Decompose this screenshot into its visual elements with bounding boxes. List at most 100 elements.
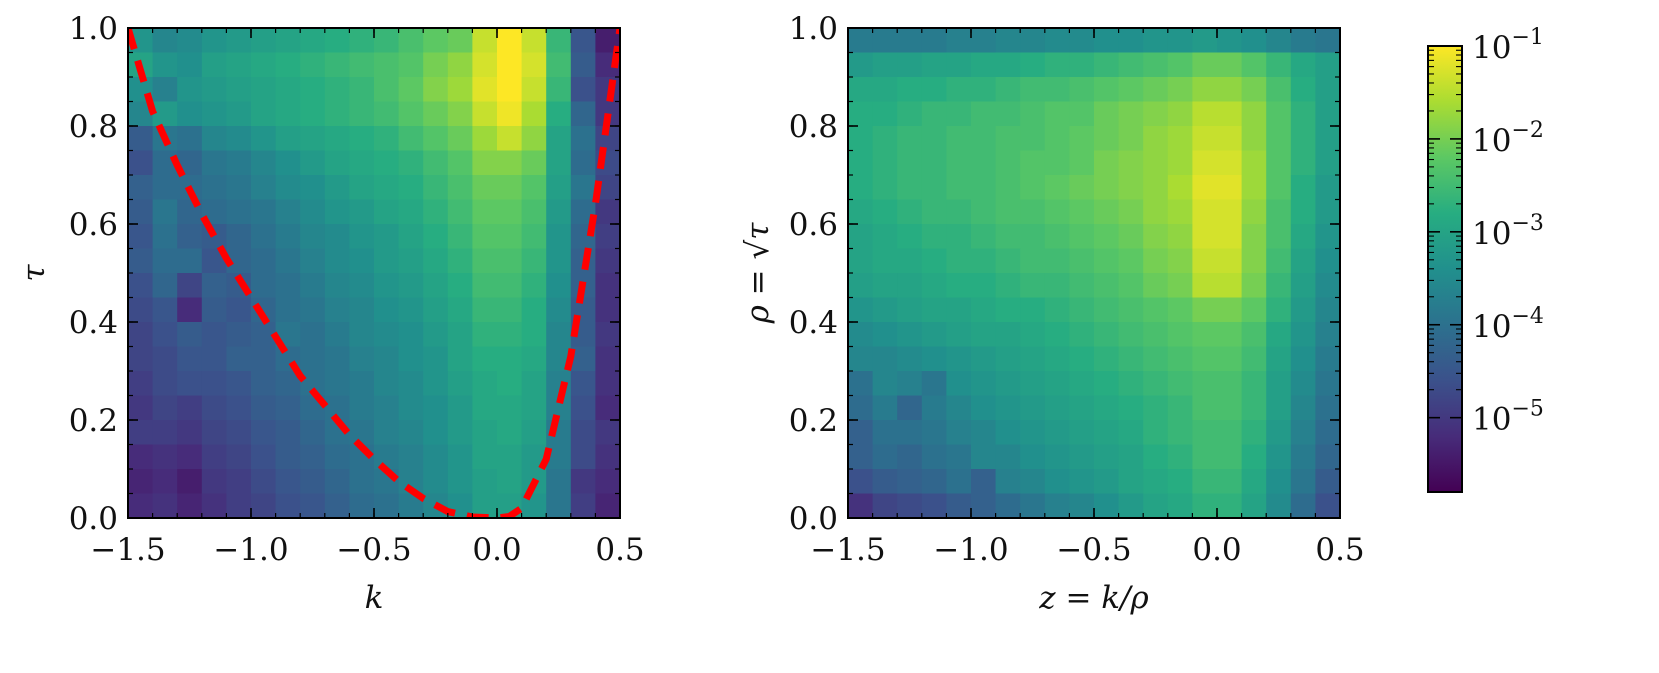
heatmap-cell	[1266, 28, 1292, 54]
heatmap-cell	[921, 150, 947, 176]
heatmap-cell	[1094, 371, 1120, 397]
heatmap-cell	[423, 77, 449, 103]
heatmap-cell	[1241, 126, 1267, 152]
heatmap-cell	[1143, 150, 1169, 176]
heatmap-cell	[324, 150, 350, 176]
heatmap-cell	[423, 248, 449, 274]
heatmap-cell	[1044, 28, 1070, 54]
heatmap-cell	[226, 346, 252, 372]
heatmap-cell	[398, 101, 424, 127]
heatmap-cell	[497, 199, 523, 225]
heatmap-cell	[1118, 150, 1144, 176]
x-tick-label: −0.5	[1056, 532, 1131, 568]
left-x-axis-label: k	[365, 580, 384, 616]
heatmap-cell	[1118, 420, 1144, 446]
heatmap-cell	[1143, 199, 1169, 225]
heatmap-cell	[1167, 420, 1193, 446]
heatmap-cell	[177, 444, 203, 470]
heatmap-cell	[300, 126, 326, 152]
heatmap-cell	[349, 346, 375, 372]
heatmap-cell	[1192, 273, 1218, 299]
heatmap-cell	[1217, 28, 1243, 54]
heatmap-cell	[1290, 493, 1316, 519]
heatmap-cell	[447, 224, 473, 250]
heatmap-cell	[1266, 420, 1292, 446]
heatmap-cell	[1069, 322, 1095, 348]
heatmap-cell	[1241, 493, 1267, 519]
heatmap-cell	[251, 273, 277, 299]
heatmap-cell	[848, 420, 874, 446]
heatmap-cell	[128, 371, 154, 397]
heatmap-cell	[1044, 52, 1070, 78]
heatmap-cell	[872, 444, 898, 470]
heatmap-cell	[1315, 297, 1341, 323]
heatmap-cell	[251, 493, 277, 519]
heatmap-cell	[1192, 420, 1218, 446]
heatmap-cell	[570, 469, 596, 495]
heatmap-cell	[128, 346, 154, 372]
heatmap-cell	[1020, 322, 1046, 348]
heatmap-cell	[897, 395, 923, 421]
heatmap-cell	[1266, 150, 1292, 176]
heatmap-cell	[946, 150, 972, 176]
heatmap-cell	[251, 77, 277, 103]
heatmap-cell	[177, 77, 203, 103]
heatmap-cell	[251, 28, 277, 54]
heatmap-cell	[128, 322, 154, 348]
y-tick-label: 0.2	[789, 403, 838, 439]
heatmap-cell	[177, 101, 203, 127]
heatmap-cell	[1315, 77, 1341, 103]
heatmap-cell	[324, 469, 350, 495]
heatmap-cell	[521, 224, 547, 250]
heatmap-cell	[1266, 126, 1292, 152]
heatmap-cell	[349, 371, 375, 397]
heatmap-cell	[1290, 371, 1316, 397]
heatmap-cell	[226, 444, 252, 470]
heatmap-cell	[226, 493, 252, 519]
heatmap-cell	[226, 199, 252, 225]
heatmap-cell	[995, 297, 1021, 323]
heatmap-cell	[423, 199, 449, 225]
heatmap-cell	[1094, 493, 1120, 519]
heatmap-cell	[275, 395, 301, 421]
heatmap-cell	[1315, 52, 1341, 78]
heatmap-cell	[1044, 444, 1070, 470]
heatmap-cell	[1315, 371, 1341, 397]
heatmap-cell	[275, 469, 301, 495]
heatmap-cell	[423, 395, 449, 421]
heatmap-cell	[921, 395, 947, 421]
heatmap-cell	[1094, 199, 1120, 225]
heatmap-cell	[1020, 199, 1046, 225]
heatmap-cell	[300, 248, 326, 274]
heatmap-cell	[946, 273, 972, 299]
heatmap-cell	[226, 28, 252, 54]
heatmap-cell	[423, 346, 449, 372]
heatmap-cell	[1266, 346, 1292, 372]
heatmap-cell	[1167, 273, 1193, 299]
heatmap-cell	[152, 77, 178, 103]
heatmap-cell	[128, 444, 154, 470]
heatmap-cell	[1241, 224, 1267, 250]
heatmap-cell	[275, 52, 301, 78]
heatmap-cell	[1241, 199, 1267, 225]
heatmap-cell	[971, 52, 997, 78]
heatmap-cell	[398, 126, 424, 152]
y-tick-label: 0.6	[789, 207, 838, 243]
heatmap-cell	[423, 371, 449, 397]
heatmap-cell	[251, 101, 277, 127]
heatmap-cell	[897, 150, 923, 176]
heatmap-cell	[201, 273, 227, 299]
heatmap-cell	[1143, 346, 1169, 372]
heatmap-cell	[152, 297, 178, 323]
heatmap-cell	[1241, 101, 1267, 127]
heatmap-cell	[1118, 52, 1144, 78]
heatmap-cell	[1044, 469, 1070, 495]
heatmap-cell	[324, 52, 350, 78]
heatmap-cell	[921, 297, 947, 323]
heatmap-cell	[472, 297, 498, 323]
heatmap-cell	[872, 77, 898, 103]
heatmap-cell	[1069, 395, 1095, 421]
heatmap-cell	[872, 224, 898, 250]
heatmap-cell	[1044, 420, 1070, 446]
heatmap-cell	[300, 199, 326, 225]
